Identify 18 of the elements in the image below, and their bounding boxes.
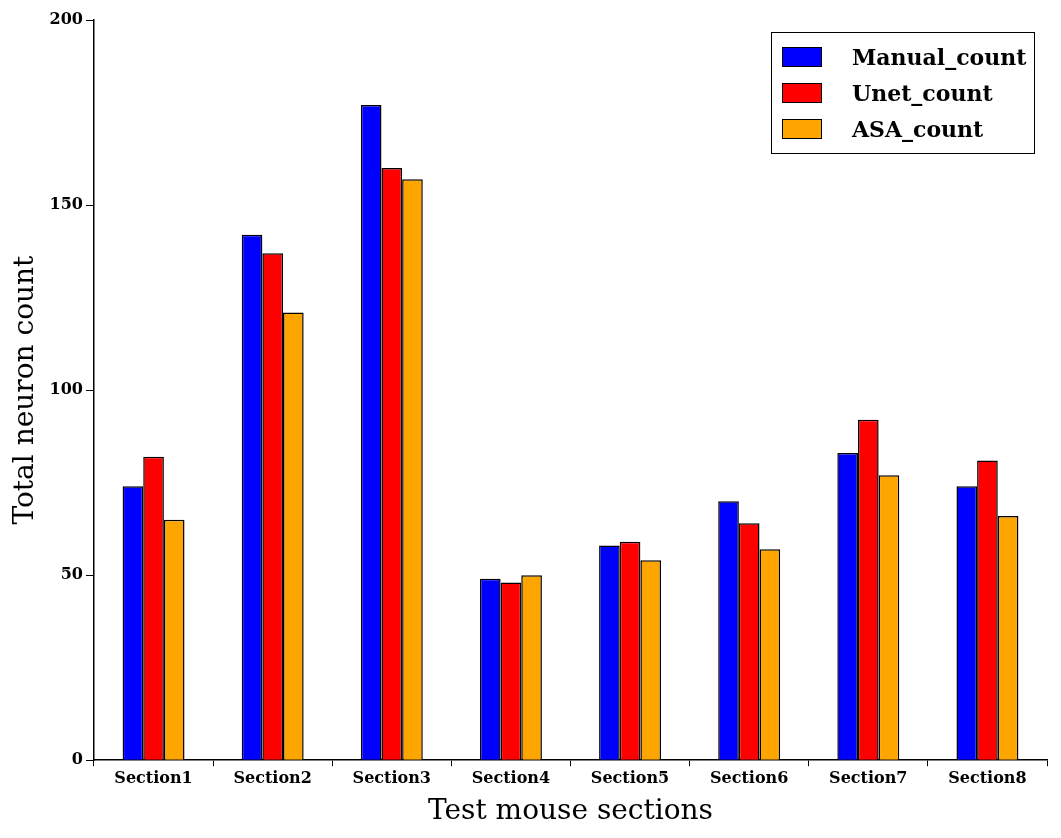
x-tick-label: Section1 bbox=[114, 767, 193, 787]
legend-label: Manual_count bbox=[852, 44, 1027, 70]
legend-label: Unet_count bbox=[852, 80, 993, 106]
x-tick-label: Section2 bbox=[233, 767, 312, 787]
y-tick-label: 200 bbox=[49, 9, 83, 29]
y-tick-label: 0 bbox=[71, 749, 83, 769]
x-axis-title: Test mouse sections bbox=[428, 793, 713, 827]
legend-label: ASA_count bbox=[852, 116, 984, 142]
y-tick-label: 150 bbox=[49, 194, 83, 214]
y-tick-label: 50 bbox=[60, 564, 83, 584]
x-tick-label: Section3 bbox=[352, 767, 432, 787]
x-tick-label: Section8 bbox=[948, 767, 1027, 787]
x-tick-label: Section4 bbox=[471, 767, 551, 787]
x-tick-label: Section5 bbox=[590, 767, 670, 787]
x-tick-label: Section7 bbox=[829, 767, 908, 787]
y-tick-label: 100 bbox=[49, 379, 83, 399]
x-tick-label: Section6 bbox=[709, 767, 789, 787]
y-axis-title: Total neuron count bbox=[7, 254, 41, 525]
